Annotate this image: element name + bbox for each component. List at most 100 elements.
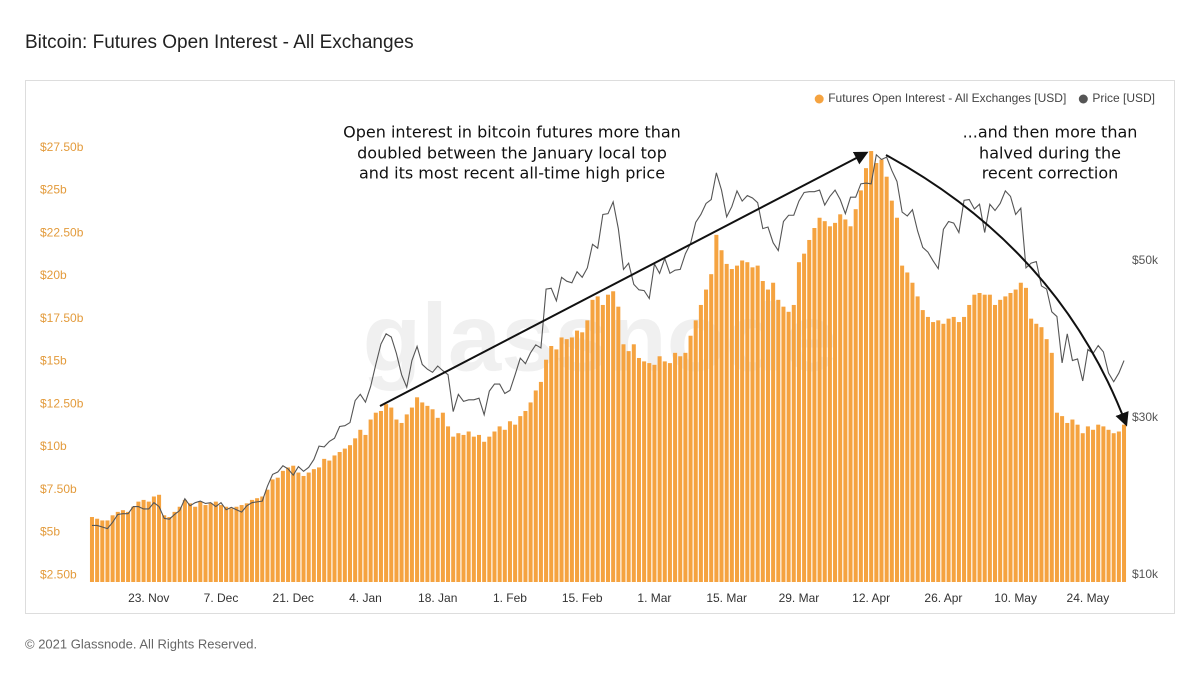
bar <box>580 332 585 582</box>
bar <box>590 299 595 582</box>
bar <box>415 397 420 582</box>
bar <box>1070 419 1075 582</box>
bar <box>435 417 440 582</box>
price-line <box>91 153 1125 530</box>
bar <box>337 452 342 582</box>
annotation: recent correction <box>982 164 1119 183</box>
bar <box>1122 424 1127 582</box>
bar <box>549 346 554 582</box>
bar <box>327 460 332 582</box>
bar <box>734 265 740 582</box>
bar <box>925 316 930 582</box>
bar <box>322 458 327 582</box>
bar <box>564 339 569 582</box>
bar <box>425 405 430 582</box>
bar <box>306 472 311 582</box>
bar <box>507 421 512 582</box>
x-tick-label: 26. Apr <box>924 591 962 605</box>
bar <box>363 434 368 582</box>
y-tick-label: $2.50b <box>40 567 77 581</box>
bar <box>729 269 734 582</box>
bar <box>987 294 992 582</box>
bar <box>404 414 409 582</box>
bar <box>384 404 389 582</box>
bar <box>115 511 120 582</box>
bar <box>652 364 657 582</box>
bar <box>605 294 611 582</box>
bar <box>440 412 445 582</box>
bar <box>796 262 801 582</box>
x-tick-label: 18. Jan <box>418 591 457 605</box>
bar <box>218 505 223 582</box>
bar <box>136 501 141 582</box>
y-tick-label: $20b <box>40 268 67 282</box>
bar <box>1106 429 1111 582</box>
bar <box>817 217 822 582</box>
y-tick-label: $7.50b <box>40 482 77 496</box>
bar <box>678 356 683 582</box>
bar <box>611 291 616 582</box>
bar <box>631 344 636 582</box>
bar <box>982 294 987 582</box>
bar <box>1054 412 1059 582</box>
bar <box>972 294 977 582</box>
bar <box>900 265 905 582</box>
bar <box>967 304 972 582</box>
bar <box>647 363 652 582</box>
bar <box>523 410 528 582</box>
bar <box>905 272 910 582</box>
bar <box>146 501 151 582</box>
bar <box>1003 296 1008 582</box>
bar <box>781 306 786 582</box>
bar <box>100 520 105 582</box>
bar <box>224 506 229 582</box>
bar <box>332 455 337 582</box>
bar <box>951 316 956 582</box>
y2-tick-label: $30k <box>1132 410 1159 424</box>
y-tick-label: $22.50b <box>40 225 84 239</box>
bar <box>420 402 425 582</box>
bar <box>203 505 208 582</box>
x-tick-label: 15. Mar <box>706 591 747 605</box>
bar <box>771 282 776 582</box>
bar <box>848 226 853 582</box>
bar <box>430 409 435 582</box>
y-tick-label: $15b <box>40 354 67 368</box>
bar <box>585 320 590 582</box>
bar <box>1111 433 1116 582</box>
bar <box>265 489 270 582</box>
bar <box>239 505 244 582</box>
bar <box>673 352 678 582</box>
bar <box>931 322 936 582</box>
bar <box>838 214 843 582</box>
bar <box>182 499 187 582</box>
bar <box>1049 352 1054 582</box>
x-tick-label: 21. Dec <box>273 591 314 605</box>
chart-frame <box>25 80 1175 614</box>
y2-tick-label: $10k <box>1132 567 1159 581</box>
legend-swatch <box>1078 94 1088 104</box>
bar <box>456 433 461 582</box>
bar <box>1013 289 1018 582</box>
bar <box>1008 292 1013 582</box>
bar <box>657 356 662 582</box>
bar <box>915 296 920 582</box>
bar <box>688 335 693 582</box>
bar <box>533 390 538 582</box>
bar <box>1023 287 1028 582</box>
bar <box>249 499 254 582</box>
bar <box>993 304 998 582</box>
bar <box>662 361 667 582</box>
annotation: and its most recent all-time high price <box>359 164 665 183</box>
legend-swatch <box>814 94 824 104</box>
bar <box>1096 424 1101 582</box>
bar <box>812 228 817 582</box>
bar <box>89 517 94 582</box>
legend-label: Price [USD] <box>1092 91 1155 105</box>
bar <box>1044 339 1049 582</box>
bar <box>368 419 373 582</box>
x-tick-label: 12. Apr <box>852 591 890 605</box>
bar <box>740 260 745 582</box>
bar <box>786 311 791 582</box>
